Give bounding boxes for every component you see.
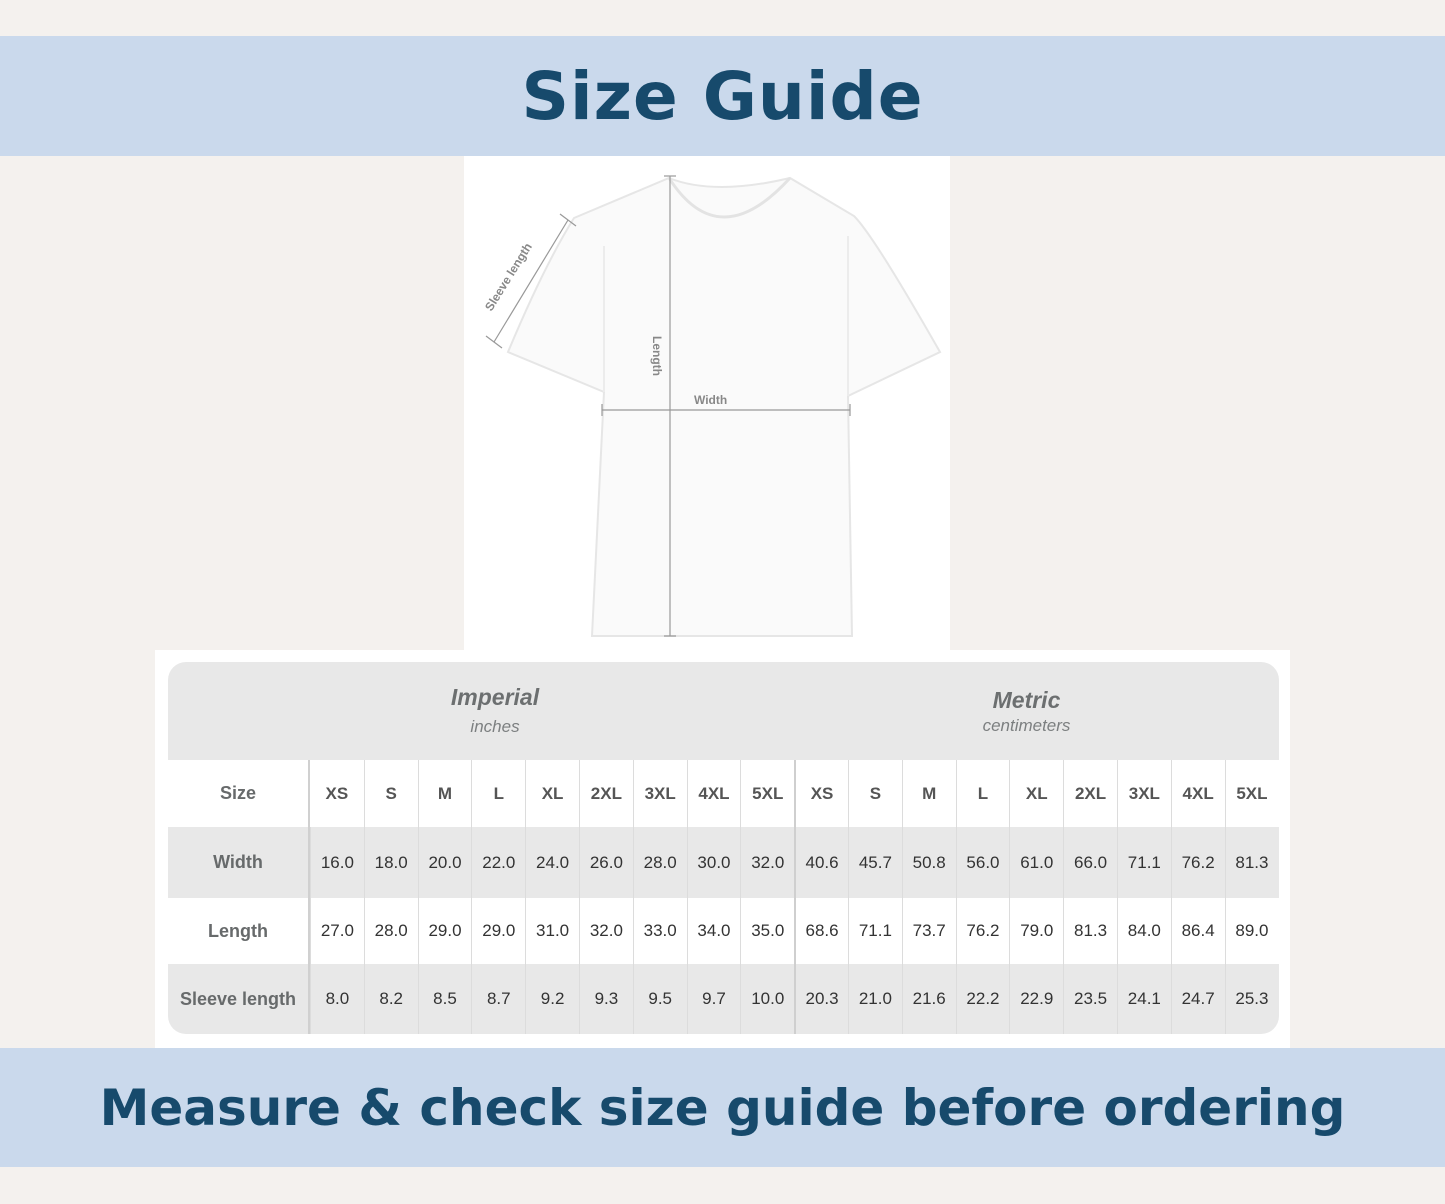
metric-value-cell: 86.4 <box>1170 898 1225 964</box>
metric-value-cell: 24.1 <box>1116 964 1171 1034</box>
tshirt-illustration <box>485 175 942 637</box>
imperial-value-cell: 8.2 <box>363 964 418 1034</box>
size-header-cell: 2XL <box>578 760 633 827</box>
imperial-value-cell: 9.7 <box>686 964 741 1034</box>
imperial-value-cell: 35.0 <box>740 898 794 964</box>
imperial-value-cell: 30.0 <box>686 827 741 898</box>
metric-value-cell: 81.3 <box>1224 827 1279 898</box>
imperial-value-cell: 9.5 <box>632 964 687 1034</box>
imperial-value-cell: 8.0 <box>310 964 364 1034</box>
size-header-cell: M <box>417 760 472 827</box>
footer-text: Measure & check size guide before orderi… <box>99 1078 1346 1137</box>
imperial-value-cell: 9.2 <box>525 964 579 1034</box>
metric-value-cell: 73.7 <box>901 898 956 964</box>
metric-value-cell: 24.7 <box>1170 964 1225 1034</box>
size-header-cell: 3XL <box>632 760 687 827</box>
metric-unit: centimeters <box>982 716 1071 735</box>
size-table-panel: Imperial inches Metric centimeters Size X… <box>155 650 1290 1048</box>
table-row: Width 16.0 18.0 20.0 22.0 24.0 26.0 28.0 30.0 32.… <box>168 827 1279 898</box>
imperial-value-cell: 27.0 <box>310 898 364 964</box>
metric-title: Metric <box>992 687 1061 713</box>
size-header-cell: 2XL <box>1063 760 1117 827</box>
imperial-value-cell: 28.0 <box>363 898 418 964</box>
metric-value-cell: 68.6 <box>794 898 848 964</box>
row-label: Size <box>168 760 310 827</box>
imperial-title: Imperial <box>450 684 540 710</box>
metric-value-cell: 76.2 <box>955 898 1010 964</box>
size-header-cell: S <box>847 760 902 827</box>
metric-value-cell: 45.7 <box>847 827 902 898</box>
size-header-cell: M <box>901 760 956 827</box>
tshirt-diagram: Length Width Sleeve length <box>464 156 950 650</box>
row-label: Sleeve length <box>168 964 310 1034</box>
metric-value-cell: 23.5 <box>1063 964 1117 1034</box>
imperial-value-cell: 32.0 <box>578 898 633 964</box>
imperial-value-cell: 33.0 <box>632 898 687 964</box>
imperial-value-cell: 28.0 <box>632 827 687 898</box>
imperial-unit: inches <box>470 717 520 736</box>
metric-value-cell: 20.3 <box>794 964 848 1034</box>
imperial-value-cell: 24.0 <box>525 827 579 898</box>
size-header-cell: 4XL <box>1170 760 1225 827</box>
length-label: Length <box>650 336 664 376</box>
metric-value-cell: 21.0 <box>847 964 902 1034</box>
imperial-value-cell: 10.0 <box>740 964 794 1034</box>
imperial-value-cell: 26.0 <box>578 827 633 898</box>
size-table: Imperial inches Metric centimeters Size X… <box>168 662 1279 1034</box>
width-label: Width <box>694 393 728 407</box>
metric-value-cell: 89.0 <box>1224 898 1279 964</box>
size-header-cell: 5XL <box>740 760 794 827</box>
metric-value-cell: 66.0 <box>1063 827 1117 898</box>
metric-value-cell: 22.9 <box>1009 964 1063 1034</box>
imperial-value-cell: 8.5 <box>417 964 472 1034</box>
metric-value-cell: 71.1 <box>847 898 902 964</box>
table-row: Length 27.0 28.0 29.0 29.0 31.0 32.0 33.0 34.0 35… <box>168 898 1279 964</box>
title-banner: Size Guide <box>0 36 1445 156</box>
size-header-cell: XS <box>794 760 848 827</box>
metric-header: Metric centimeters <box>794 662 1259 760</box>
size-header-cell: XL <box>1009 760 1063 827</box>
table-header <box>168 662 1279 760</box>
size-header-cell: 5XL <box>1224 760 1279 827</box>
size-header-cell: 3XL <box>1116 760 1171 827</box>
imperial-value-cell: 29.0 <box>417 898 472 964</box>
metric-value-cell: 50.8 <box>901 827 956 898</box>
table-row: Sleeve length 8.0 8.2 8.5 8.7 9.2 9.3 9.5 9.7 10.… <box>168 964 1279 1034</box>
metric-value-cell: 76.2 <box>1170 827 1225 898</box>
imperial-value-cell: 9.3 <box>578 964 633 1034</box>
page-title: Size Guide <box>521 57 924 135</box>
metric-value-cell: 84.0 <box>1116 898 1171 964</box>
imperial-value-cell: 16.0 <box>310 827 364 898</box>
metric-value-cell: 79.0 <box>1009 898 1063 964</box>
metric-value-cell: 22.2 <box>955 964 1010 1034</box>
size-header-cell: XL <box>525 760 579 827</box>
metric-value-cell: 61.0 <box>1009 827 1063 898</box>
imperial-value-cell: 20.0 <box>417 827 472 898</box>
metric-value-cell: 56.0 <box>955 827 1010 898</box>
imperial-header: Imperial inches <box>310 662 680 760</box>
footer-banner: Measure & check size guide before orderi… <box>0 1048 1445 1167</box>
size-header-cell: XS <box>325 783 349 803</box>
imperial-value-cell: 32.0 <box>740 827 794 898</box>
metric-value-cell: 21.6 <box>901 964 956 1034</box>
size-header-cell: L <box>955 760 1010 827</box>
metric-value-cell: 81.3 <box>1063 898 1117 964</box>
row-label: Length <box>168 898 310 964</box>
row-label: Width <box>168 827 310 898</box>
metric-value-cell: 71.1 <box>1116 827 1171 898</box>
imperial-value-cell: 31.0 <box>525 898 579 964</box>
imperial-value-cell: 22.0 <box>471 827 525 898</box>
metric-value-cell: 40.6 <box>794 827 848 898</box>
size-header-cell: 4XL <box>686 760 741 827</box>
imperial-value-cell: 29.0 <box>471 898 525 964</box>
size-header-cell: L <box>471 760 525 827</box>
imperial-value-cell: 34.0 <box>686 898 741 964</box>
imperial-value-cell: 18.0 <box>363 827 418 898</box>
metric-value-cell: 25.3 <box>1224 964 1279 1034</box>
imperial-value-cell: 8.7 <box>471 964 525 1034</box>
size-header-row: Size XS S M L XL 2XL 3XL 4XL 5XL XS S M L XL 2XL 3XL 4XL 5… <box>168 760 1279 827</box>
size-header-cell: S <box>363 760 418 827</box>
